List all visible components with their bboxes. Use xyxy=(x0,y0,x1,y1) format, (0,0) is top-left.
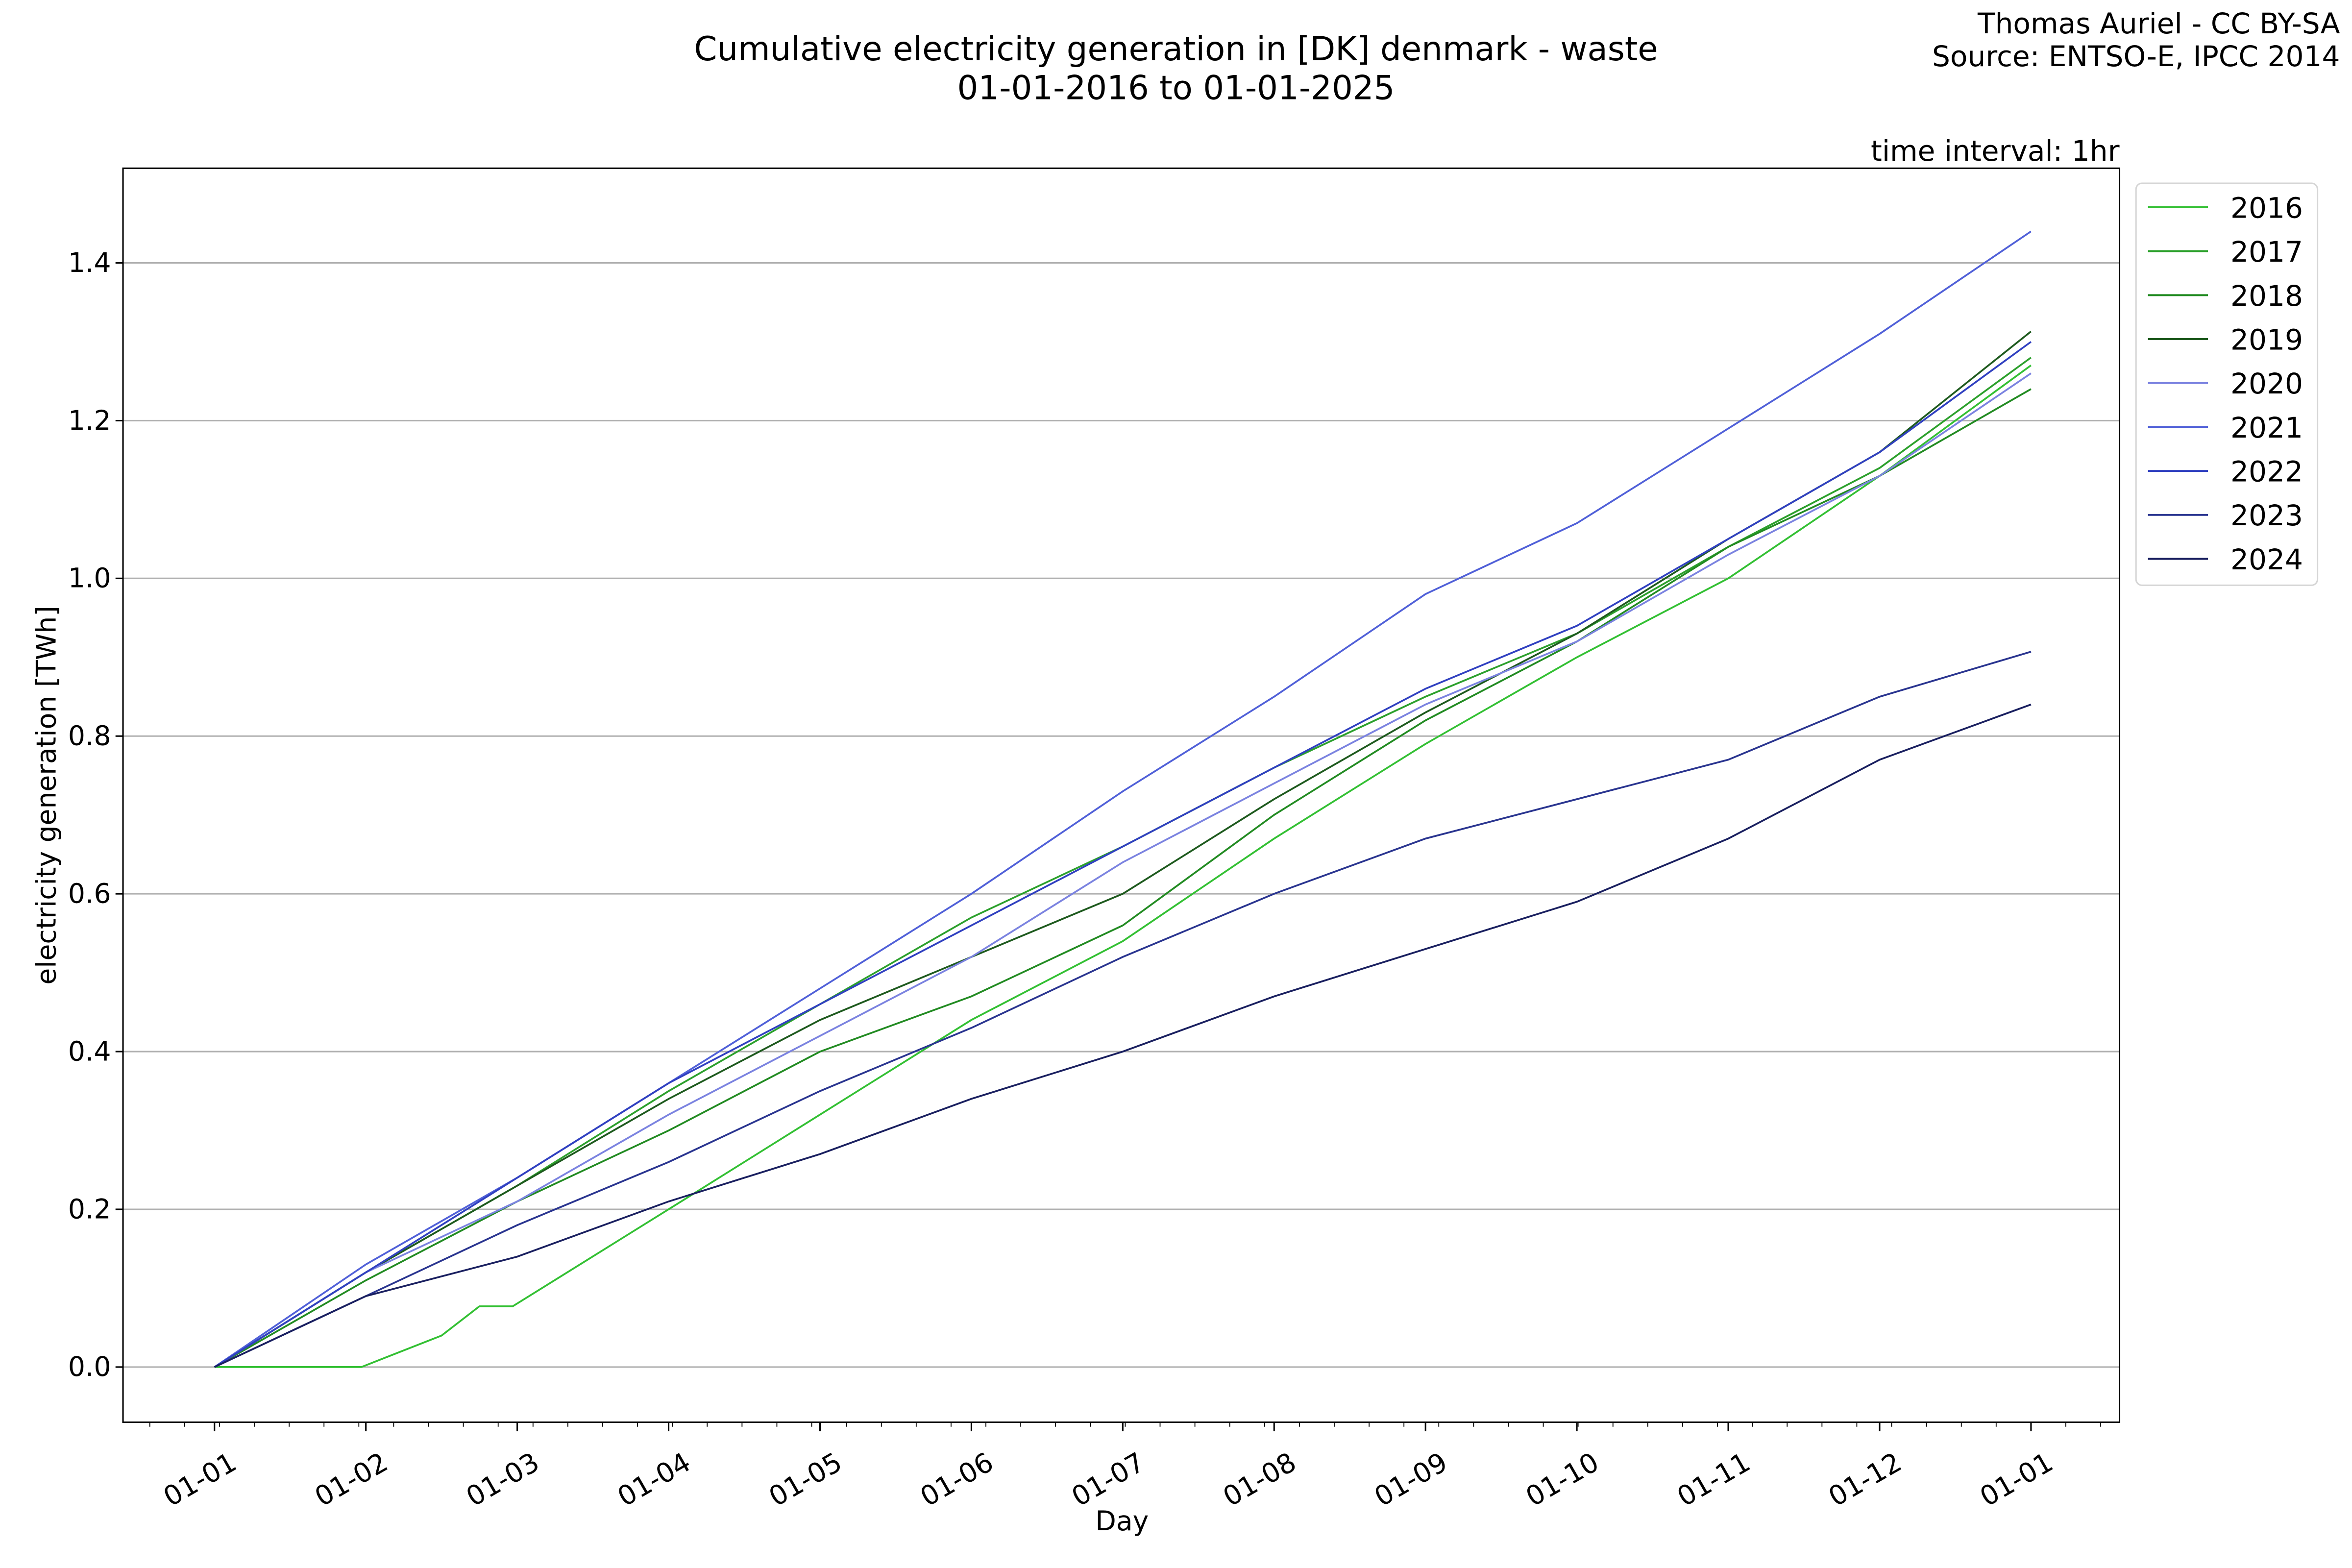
y-tick-label: 0.6 xyxy=(68,878,111,909)
grid xyxy=(123,262,2120,1368)
chart-subtitle: 01-01-2016 to 01-01-2025 xyxy=(957,69,1395,107)
x-tick-label: 01-12 xyxy=(1823,1446,1907,1512)
legend-label-2023: 2023 xyxy=(2230,499,2303,532)
y-tick-label: 1.0 xyxy=(68,563,111,594)
legend-label-2024: 2024 xyxy=(2230,543,2303,576)
x-tick-label: 01-06 xyxy=(915,1446,999,1512)
x-axis-label: Day xyxy=(1095,1505,1149,1537)
series-line-2016 xyxy=(214,365,2032,1368)
y-axis-label: electricity generation [TWh] xyxy=(30,606,62,984)
legend-box xyxy=(2135,182,2319,586)
y-tick-label: 0.0 xyxy=(68,1351,111,1382)
x-tick-label: 01-01 xyxy=(1975,1446,2058,1512)
y-tick-label: 0.8 xyxy=(68,720,111,752)
legend-label-2017: 2017 xyxy=(2230,235,2303,269)
legend-label-2019: 2019 xyxy=(2230,323,2303,356)
plot-frame xyxy=(122,167,2121,1423)
legend-label-2020: 2020 xyxy=(2230,367,2303,400)
series-line-2022 xyxy=(214,341,2032,1368)
x-tick-label: 01-10 xyxy=(1520,1446,1604,1512)
series-line-2024 xyxy=(214,704,2032,1368)
series-line-2019 xyxy=(214,330,2032,1368)
legend-label-2022: 2022 xyxy=(2230,455,2303,489)
x-tick-label: 01-03 xyxy=(461,1446,544,1512)
y-tick-label: 1.4 xyxy=(68,247,111,278)
legend-label-2021: 2021 xyxy=(2230,411,2303,444)
x-tick-label: 01-09 xyxy=(1369,1446,1453,1512)
x-tick-label: 01-07 xyxy=(1066,1446,1150,1512)
credit-line-2: Source: ENTSO-E, IPCC 2014 xyxy=(1932,40,2340,73)
legend-label-2016: 2016 xyxy=(2230,191,2303,224)
legend: 2016 2017 2018 2019 2020 2021 2022 2023 2024 xyxy=(2135,182,2319,586)
y-axis-ticks: 0.0 0.2 0.4 0.6 0.8 1.0 1.2 1.4 xyxy=(68,247,123,1382)
x-tick-label: 01-01 xyxy=(158,1446,242,1512)
x-tick-label: 01-04 xyxy=(612,1446,696,1512)
series-line-2023 xyxy=(214,651,2032,1368)
chart-title: Cumulative electricity generation in [DK… xyxy=(694,29,1658,68)
x-tick-label: 01-02 xyxy=(310,1446,393,1512)
legend-label-2018: 2018 xyxy=(2230,279,2303,313)
series-line-2020 xyxy=(214,372,2032,1368)
y-tick-label: 1.2 xyxy=(68,405,111,436)
time-interval-annotation: time interval: 1hr xyxy=(1871,134,2120,168)
x-axis-ticks: 01-01 01-02 01-03 01-04 01-05 01-06 01-07 01-08… xyxy=(149,1422,2102,1513)
x-tick-label: 01-05 xyxy=(763,1446,847,1512)
series-line-2018 xyxy=(214,388,2032,1368)
y-tick-label: 0.2 xyxy=(68,1193,111,1225)
y-tick-label: 0.4 xyxy=(68,1035,111,1067)
credit-line-1: Thomas Auriel - CC BY-SA xyxy=(1977,7,2340,40)
x-tick-label: 01-08 xyxy=(1218,1446,1301,1512)
series-lines xyxy=(214,230,2032,1368)
x-tick-label: 01-11 xyxy=(1672,1446,1756,1512)
